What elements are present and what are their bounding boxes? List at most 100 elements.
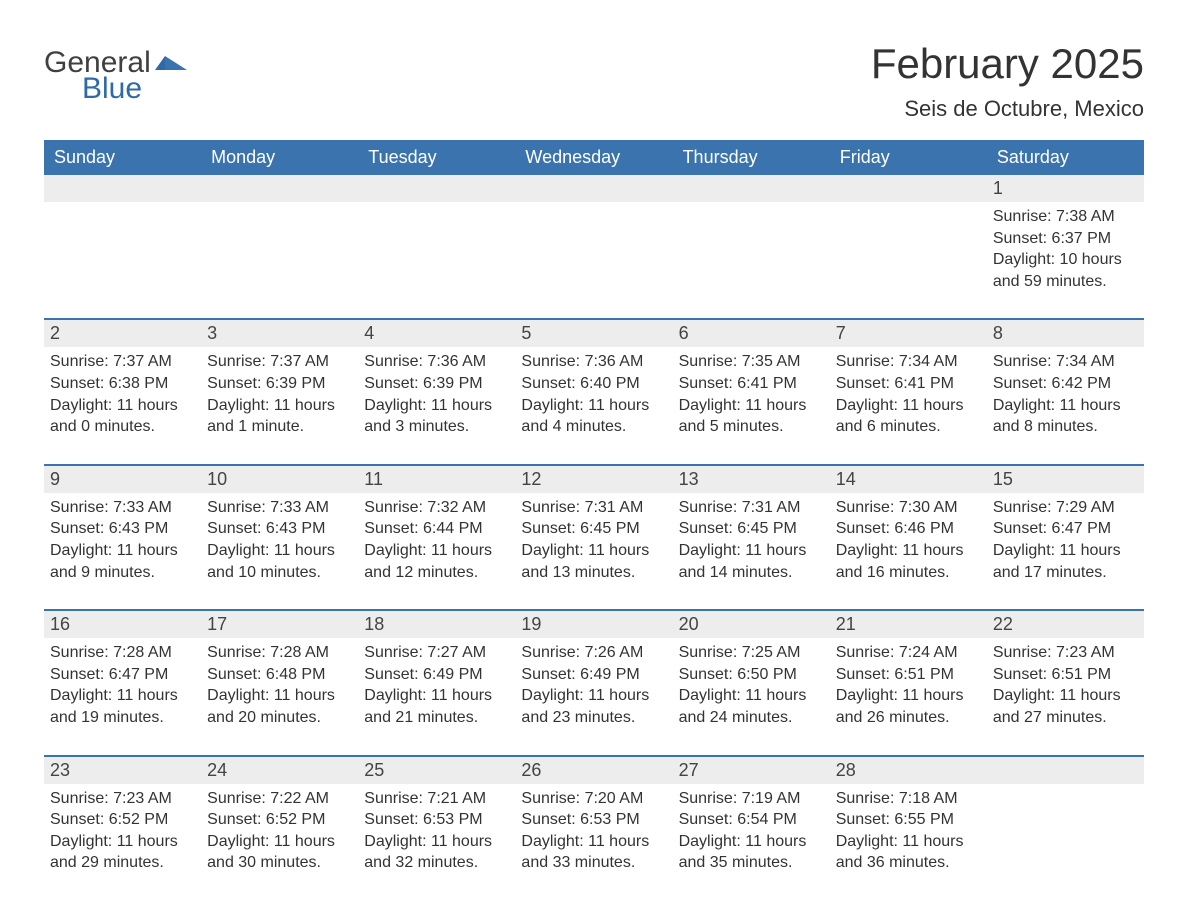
day-body: Sunrise: 7:31 AMSunset: 6:45 PMDaylight:… — [515, 493, 672, 583]
day-body: Sunrise: 7:20 AMSunset: 6:53 PMDaylight:… — [515, 784, 672, 874]
day-info-line: Sunset: 6:51 PM — [836, 664, 979, 686]
day-body: Sunrise: 7:23 AMSunset: 6:52 PMDaylight:… — [44, 784, 201, 874]
day-number-strip: 9101112131415 — [44, 466, 1144, 493]
week-row: 232425262728Sunrise: 7:23 AMSunset: 6:52… — [44, 755, 1144, 874]
day-number: 21 — [830, 611, 987, 638]
day-number: 26 — [515, 757, 672, 784]
day-number: 3 — [201, 320, 358, 347]
day-info-line: Sunset: 6:55 PM — [836, 809, 979, 831]
day-number-strip: 1 — [44, 175, 1144, 202]
day-number — [515, 175, 672, 202]
week-row: 16171819202122Sunrise: 7:28 AMSunset: 6:… — [44, 609, 1144, 728]
location-label: Seis de Octubre, Mexico — [871, 96, 1144, 122]
day-info-line: Daylight: 11 hours and 29 minutes. — [50, 831, 193, 874]
day-number — [830, 175, 987, 202]
day-info-line: Daylight: 11 hours and 1 minute. — [207, 395, 350, 438]
day-body — [358, 202, 515, 292]
day-body: Sunrise: 7:37 AMSunset: 6:38 PMDaylight:… — [44, 347, 201, 437]
day-body: Sunrise: 7:18 AMSunset: 6:55 PMDaylight:… — [830, 784, 987, 874]
day-info-line: Sunrise: 7:36 AM — [521, 351, 664, 373]
day-info-line: Sunrise: 7:28 AM — [50, 642, 193, 664]
day-info-line: Daylight: 11 hours and 17 minutes. — [993, 540, 1136, 583]
day-body: Sunrise: 7:21 AMSunset: 6:53 PMDaylight:… — [358, 784, 515, 874]
day-info-line: Sunrise: 7:34 AM — [836, 351, 979, 373]
day-number: 16 — [44, 611, 201, 638]
day-info-line: Sunrise: 7:33 AM — [207, 497, 350, 519]
day-number — [673, 175, 830, 202]
day-info-line: Sunrise: 7:18 AM — [836, 788, 979, 810]
day-body — [987, 784, 1144, 874]
week-row: 9101112131415Sunrise: 7:33 AMSunset: 6:4… — [44, 464, 1144, 583]
day-info-line: Daylight: 11 hours and 24 minutes. — [679, 685, 822, 728]
day-number: 5 — [515, 320, 672, 347]
day-info-line: Sunset: 6:49 PM — [364, 664, 507, 686]
day-info-line: Sunrise: 7:38 AM — [993, 206, 1136, 228]
day-body — [673, 202, 830, 292]
day-number: 23 — [44, 757, 201, 784]
day-body: Sunrise: 7:28 AMSunset: 6:47 PMDaylight:… — [44, 638, 201, 728]
day-info-line: Daylight: 11 hours and 27 minutes. — [993, 685, 1136, 728]
day-number: 1 — [987, 175, 1144, 202]
day-body: Sunrise: 7:34 AMSunset: 6:41 PMDaylight:… — [830, 347, 987, 437]
day-info-line: Sunset: 6:44 PM — [364, 518, 507, 540]
day-number: 4 — [358, 320, 515, 347]
day-info-line: Sunset: 6:54 PM — [679, 809, 822, 831]
day-info-line: Sunrise: 7:23 AM — [50, 788, 193, 810]
day-info-line: Daylight: 11 hours and 30 minutes. — [207, 831, 350, 874]
day-info-line: Sunset: 6:39 PM — [364, 373, 507, 395]
day-info-line: Sunrise: 7:31 AM — [679, 497, 822, 519]
day-info-line: Sunset: 6:51 PM — [993, 664, 1136, 686]
day-info-line: Sunrise: 7:24 AM — [836, 642, 979, 664]
day-info-line: Sunset: 6:50 PM — [679, 664, 822, 686]
brand-word-2: Blue — [82, 74, 189, 104]
day-info-line: Sunrise: 7:22 AM — [207, 788, 350, 810]
day-info-line: Sunrise: 7:27 AM — [364, 642, 507, 664]
day-number: 2 — [44, 320, 201, 347]
day-number: 25 — [358, 757, 515, 784]
day-number: 9 — [44, 466, 201, 493]
day-number: 11 — [358, 466, 515, 493]
day-info-line: Sunrise: 7:23 AM — [993, 642, 1136, 664]
day-body: Sunrise: 7:37 AMSunset: 6:39 PMDaylight:… — [201, 347, 358, 437]
day-number: 7 — [830, 320, 987, 347]
day-number: 27 — [673, 757, 830, 784]
day-info-line: Sunset: 6:37 PM — [993, 228, 1136, 250]
day-body: Sunrise: 7:33 AMSunset: 6:43 PMDaylight:… — [44, 493, 201, 583]
day-body: Sunrise: 7:19 AMSunset: 6:54 PMDaylight:… — [673, 784, 830, 874]
day-info-line: Sunset: 6:53 PM — [521, 809, 664, 831]
day-number: 17 — [201, 611, 358, 638]
day-body: Sunrise: 7:29 AMSunset: 6:47 PMDaylight:… — [987, 493, 1144, 583]
day-info-line: Sunrise: 7:21 AM — [364, 788, 507, 810]
day-info-line: Sunset: 6:53 PM — [364, 809, 507, 831]
day-info-line: Daylight: 11 hours and 9 minutes. — [50, 540, 193, 583]
day-info-line: Sunset: 6:49 PM — [521, 664, 664, 686]
day-info-line: Daylight: 11 hours and 19 minutes. — [50, 685, 193, 728]
day-info-line: Sunrise: 7:36 AM — [364, 351, 507, 373]
day-info-line: Sunrise: 7:20 AM — [521, 788, 664, 810]
title-block: February 2025 Seis de Octubre, Mexico — [871, 40, 1144, 122]
day-info-line: Sunset: 6:42 PM — [993, 373, 1136, 395]
day-number: 13 — [673, 466, 830, 493]
day-info-line: Sunrise: 7:37 AM — [50, 351, 193, 373]
day-info-line: Sunrise: 7:32 AM — [364, 497, 507, 519]
day-info-line: Daylight: 11 hours and 21 minutes. — [364, 685, 507, 728]
day-info-line: Daylight: 11 hours and 23 minutes. — [521, 685, 664, 728]
weekday-label: Monday — [201, 140, 358, 175]
day-number: 22 — [987, 611, 1144, 638]
day-info-line: Daylight: 11 hours and 13 minutes. — [521, 540, 664, 583]
calendar: SundayMondayTuesdayWednesdayThursdayFrid… — [44, 140, 1144, 874]
day-body: Sunrise: 7:30 AMSunset: 6:46 PMDaylight:… — [830, 493, 987, 583]
day-body-strip: Sunrise: 7:23 AMSunset: 6:52 PMDaylight:… — [44, 784, 1144, 874]
day-info-line: Sunset: 6:45 PM — [679, 518, 822, 540]
day-info-line: Sunset: 6:38 PM — [50, 373, 193, 395]
day-body: Sunrise: 7:26 AMSunset: 6:49 PMDaylight:… — [515, 638, 672, 728]
day-info-line: Sunset: 6:46 PM — [836, 518, 979, 540]
day-info-line: Sunset: 6:39 PM — [207, 373, 350, 395]
day-body-strip: Sunrise: 7:28 AMSunset: 6:47 PMDaylight:… — [44, 638, 1144, 728]
week-row: 2345678Sunrise: 7:37 AMSunset: 6:38 PMDa… — [44, 318, 1144, 437]
day-info-line: Sunrise: 7:35 AM — [679, 351, 822, 373]
day-body: Sunrise: 7:31 AMSunset: 6:45 PMDaylight:… — [673, 493, 830, 583]
day-info-line: Sunset: 6:43 PM — [207, 518, 350, 540]
day-body: Sunrise: 7:28 AMSunset: 6:48 PMDaylight:… — [201, 638, 358, 728]
day-info-line: Sunset: 6:47 PM — [50, 664, 193, 686]
